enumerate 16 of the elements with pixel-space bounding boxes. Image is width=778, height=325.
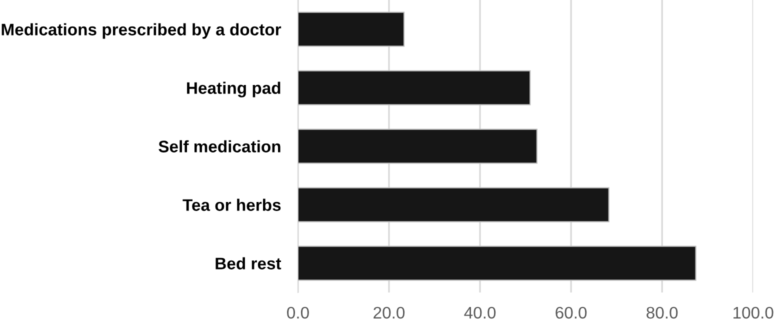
y-tick-label: Self medication — [158, 140, 280, 152]
bar — [298, 246, 696, 281]
x-tick-label: 80.0 — [646, 306, 678, 319]
y-tick-label: Medications prescribed by a doctor — [2, 23, 282, 39]
x-tick-label: 40.0 — [464, 306, 496, 319]
y-tick-label: Bed rest — [216, 257, 282, 270]
bar — [298, 12, 405, 47]
bar — [298, 128, 538, 164]
x-tick-label: 100.0 — [734, 306, 774, 319]
x-tick-label: 0.0 — [287, 306, 309, 319]
y-tick-label: Heating pad — [187, 82, 280, 98]
x-tick-label: 60.0 — [556, 306, 587, 319]
x-tick-label: 20.0 — [374, 306, 405, 319]
y-tick-label: Tea or herbs — [182, 198, 281, 211]
bar — [298, 187, 610, 222]
bar — [298, 70, 531, 106]
